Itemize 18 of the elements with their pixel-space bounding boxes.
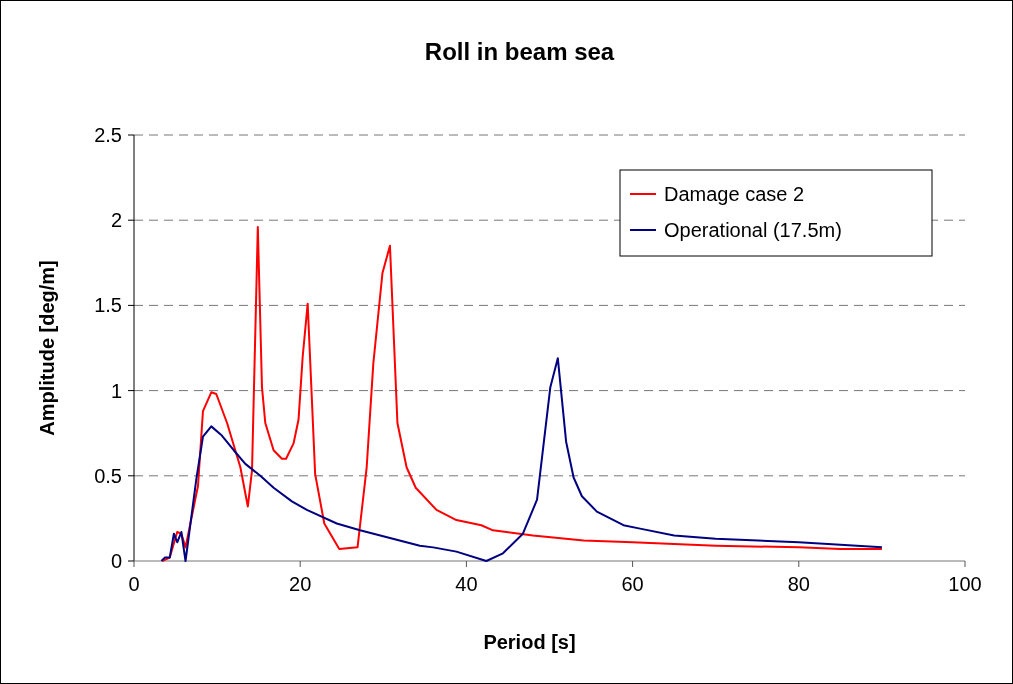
y-tick-label: 1 [110,379,122,402]
legend-label: Operational (17.5m) [664,219,842,241]
y-tick-label: 0 [110,550,122,572]
x-tick-label: 0 [128,573,140,595]
y-tick-label: 1.5 [94,294,122,317]
x-tick-label: 80 [787,573,810,595]
legend-label: Damage case 2 [664,183,805,205]
y-axis-title: Amplitude [deg/m] [36,260,58,436]
line-series [160,357,883,562]
y-tick-label: 0.5 [94,464,122,487]
y-tick-label: 2.5 [94,124,122,146]
chart-title: Roll in beam sea [424,38,615,65]
x-tick-label: 60 [621,573,644,595]
x-tick-label: 40 [455,573,478,595]
x-tick-label: 20 [289,573,312,595]
x-tick-label: 100 [948,573,982,595]
x-axis-title: Period [s] [483,631,576,653]
y-tick-label: 2 [110,209,122,232]
